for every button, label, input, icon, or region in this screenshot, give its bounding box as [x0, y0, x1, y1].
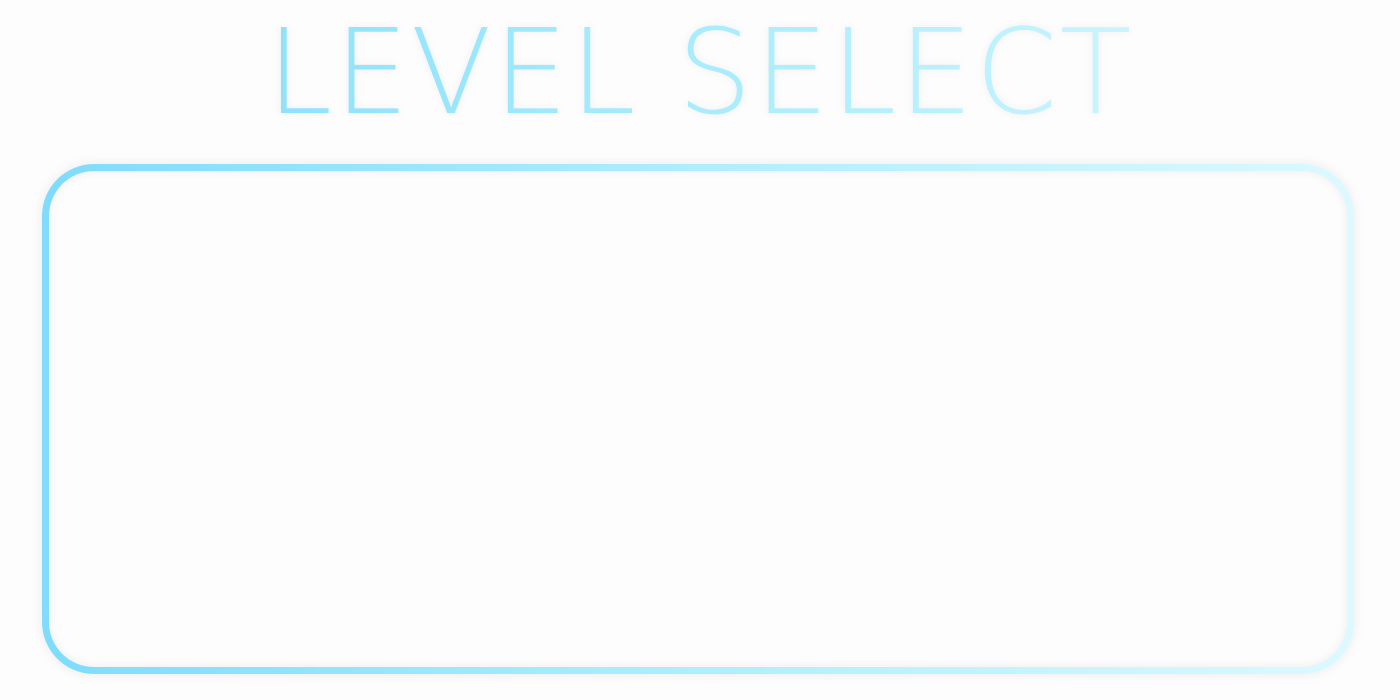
level-panel [42, 164, 1354, 674]
page-title: LEVEL SELECT [0, 2, 1400, 142]
level-grid [49, 171, 1347, 667]
